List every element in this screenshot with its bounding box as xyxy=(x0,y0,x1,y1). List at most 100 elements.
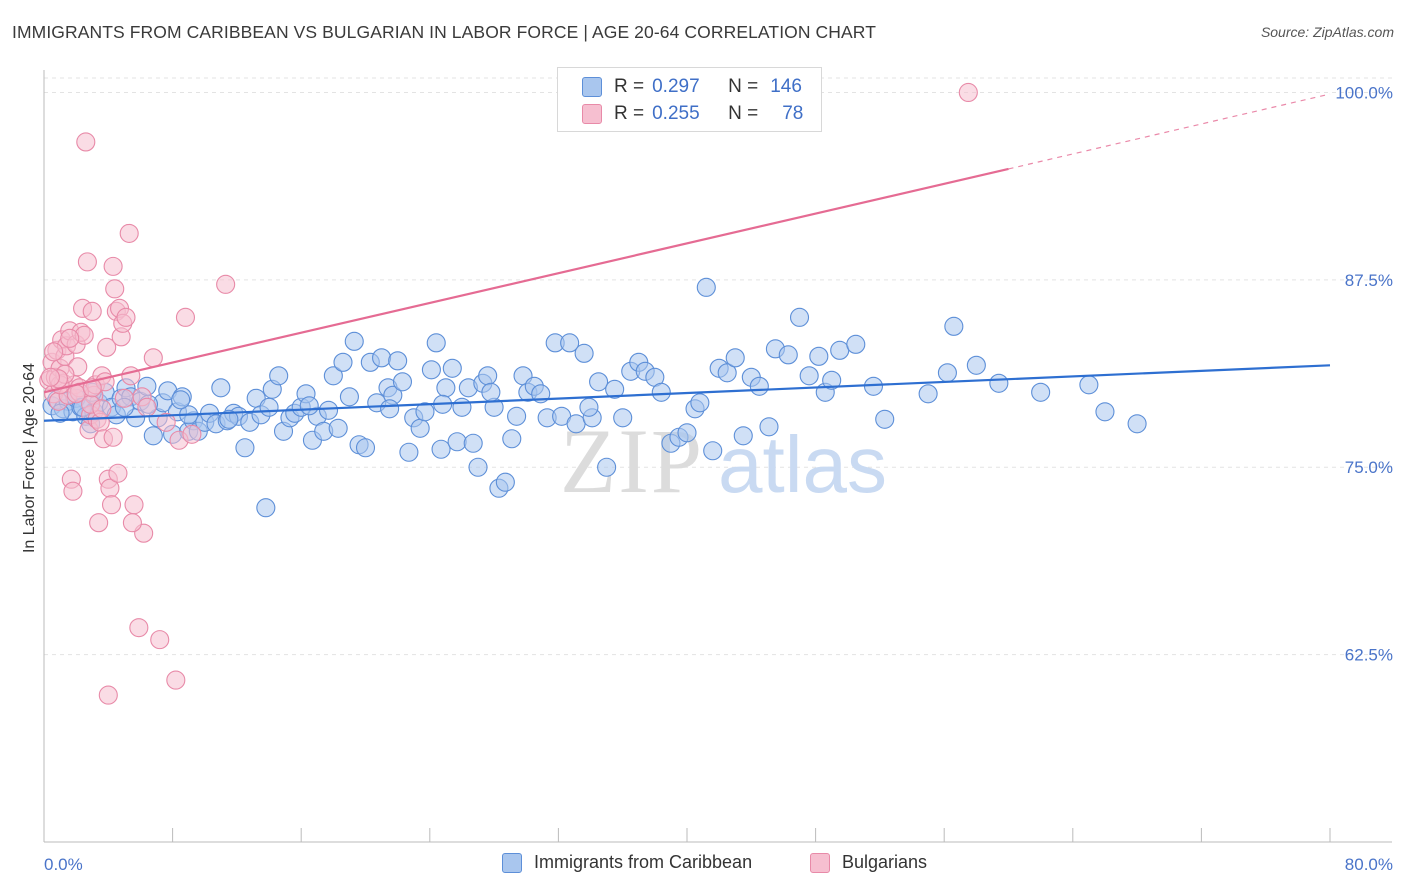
y-axis-title: In Labor Force | Age 20-64 xyxy=(21,363,38,553)
caribbean-point xyxy=(452,397,472,417)
bulgarian-point xyxy=(156,412,176,432)
caribbean-point xyxy=(597,457,617,477)
bulgarian-point xyxy=(89,513,109,533)
bulgarian-point xyxy=(97,337,117,357)
caribbean-point xyxy=(388,351,408,371)
caribbean-point xyxy=(566,414,586,434)
legend-swatch-bulgarian xyxy=(810,852,830,873)
caribbean-trend-line xyxy=(43,364,1331,422)
legend-item-caribbean[interactable]: Immigrants from Caribbean xyxy=(502,852,752,873)
axes xyxy=(43,70,1392,843)
stats-legend: R = 0.297 N = 146 R = 0.255 N = 78 xyxy=(557,67,822,132)
caribbean-point xyxy=(822,370,842,390)
caribbean-point xyxy=(589,372,609,392)
caribbean-point xyxy=(318,400,339,420)
caribbean-point xyxy=(989,373,1009,393)
bulgarian-trend-line xyxy=(43,167,1009,394)
legend-n-value: 146 xyxy=(770,76,802,97)
bulgarian-point xyxy=(108,463,128,483)
caribbean-point xyxy=(328,418,348,438)
legend-n-label: N = xyxy=(728,103,759,124)
caribbean-point xyxy=(579,397,599,417)
legend-label-bulgarian: Bulgarians xyxy=(842,852,928,872)
bulgarian-point xyxy=(105,279,125,299)
bulgarian-point xyxy=(175,307,196,327)
bulgarian-point xyxy=(66,384,86,404)
bulgarian-point xyxy=(60,328,80,348)
caribbean-point xyxy=(502,429,522,449)
bulgarian-point xyxy=(103,427,123,447)
caribbean-point xyxy=(966,355,986,375)
caribbean-point xyxy=(478,366,498,386)
caribbean-point xyxy=(235,438,255,458)
caribbean-point xyxy=(447,432,467,452)
caribbean-point xyxy=(696,277,716,297)
caribbean-point xyxy=(468,457,488,477)
bulgarian-point xyxy=(92,399,112,419)
bulgarian-point xyxy=(182,424,202,444)
bulgarian-point xyxy=(44,342,64,362)
caribbean-point xyxy=(426,333,446,353)
caribbean-point xyxy=(1095,402,1115,422)
bulgarian-points xyxy=(39,82,978,705)
caribbean-point xyxy=(256,498,276,518)
caribbean-point xyxy=(421,360,441,380)
caribbean-point xyxy=(355,438,376,458)
bulgarian-point xyxy=(82,301,102,321)
caribbean-point xyxy=(410,418,430,438)
caribbean-point xyxy=(809,346,829,366)
bulgarian-point xyxy=(137,397,157,417)
legend-swatch-caribbean xyxy=(502,852,522,873)
caribbean-point xyxy=(442,358,462,378)
caribbean-point xyxy=(415,402,435,422)
caribbean-point xyxy=(944,316,964,336)
caribbean-point xyxy=(344,331,364,351)
bulgarian-point xyxy=(114,388,134,408)
caribbean-point xyxy=(1031,382,1051,402)
x-tick-label: 80.0% xyxy=(1345,855,1393,874)
legend-swatch-caribbean xyxy=(582,77,602,97)
caribbean-point xyxy=(269,366,289,386)
caribbean-point xyxy=(1079,375,1099,395)
caribbean-point xyxy=(560,333,580,353)
caribbean-point xyxy=(725,348,745,368)
legend-r-label: R = xyxy=(614,76,645,97)
bulgarian-point xyxy=(98,685,118,705)
bulgarian-point xyxy=(119,223,139,243)
caribbean-point xyxy=(380,399,400,419)
caribbean-point xyxy=(372,348,392,368)
caribbean-point xyxy=(789,307,810,327)
caribbean-point xyxy=(431,439,451,459)
series-legend: Immigrants from Caribbean Bulgarians xyxy=(0,852,1406,878)
legend-n-label: N = xyxy=(728,76,759,97)
bulgarian-point xyxy=(121,366,141,386)
caribbean-point xyxy=(799,366,819,386)
bulgarian-point xyxy=(77,252,97,272)
caribbean-point xyxy=(574,343,594,363)
caribbean-point xyxy=(299,396,319,416)
caribbean-point xyxy=(778,345,798,365)
y-tick-label: 75.0% xyxy=(1345,458,1393,477)
bulgarian-point xyxy=(122,513,142,533)
caribbean-point xyxy=(875,409,895,429)
caribbean-point xyxy=(703,441,723,461)
bulgarian-point xyxy=(129,618,149,638)
legend-row-caribbean: R = 0.297 N = 146 xyxy=(582,76,802,98)
legend-n-value: 78 xyxy=(782,103,804,124)
caribbean-point xyxy=(171,390,191,410)
bulgarian-point xyxy=(101,495,122,515)
caribbean-point xyxy=(830,340,850,360)
caribbean-point xyxy=(918,384,938,404)
caribbean-point xyxy=(436,378,456,398)
bulgarian-point xyxy=(166,670,186,690)
caribbean-point xyxy=(690,393,710,413)
caribbean-point xyxy=(749,376,769,396)
caribbean-point xyxy=(1127,414,1147,434)
chart-title: IMMIGRANTS FROM CARIBBEAN VS BULGARIAN I… xyxy=(12,22,877,42)
bulgarian-point xyxy=(63,481,83,501)
caribbean-point xyxy=(507,406,527,426)
caribbean-point xyxy=(339,387,359,407)
legend-item-bulgarian[interactable]: Bulgarians xyxy=(810,852,927,873)
bulgarian-point xyxy=(116,307,136,327)
bulgarian-point xyxy=(143,348,163,368)
